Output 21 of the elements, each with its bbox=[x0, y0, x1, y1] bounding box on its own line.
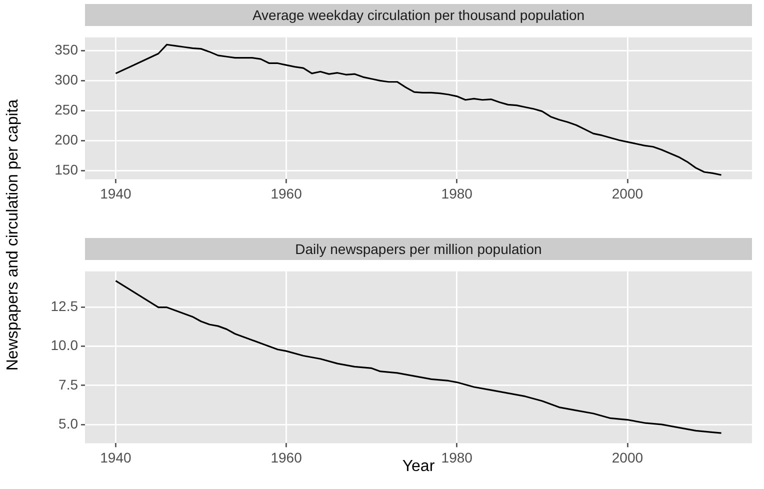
chart-title: Daily newspapers per million population bbox=[85, 238, 752, 260]
y-axis-title: Newspapers and circulation per capita bbox=[5, 99, 23, 371]
x-tick-label: 1960 bbox=[270, 185, 302, 202]
y-tick-label: 7.5 bbox=[58, 376, 78, 392]
y-tick-label: 250 bbox=[54, 102, 78, 118]
x-tick-label: 1960 bbox=[270, 449, 302, 466]
x-tick-label: 1940 bbox=[100, 185, 132, 202]
y-tick-label: 300 bbox=[54, 72, 78, 88]
y-tick-label: 10.0 bbox=[50, 337, 78, 354]
y-tick-label: 5.0 bbox=[58, 415, 78, 432]
x-tick-label: 2000 bbox=[612, 185, 644, 202]
y-tick-label: 350 bbox=[54, 41, 78, 58]
x-tick-label: 1980 bbox=[441, 449, 473, 466]
y-tick-label: 200 bbox=[54, 132, 78, 148]
x-tick-label: 1980 bbox=[441, 185, 473, 202]
x-tick-label: 1940 bbox=[100, 449, 132, 466]
x-tick-label: 2000 bbox=[612, 449, 644, 466]
x-axis-title: Year bbox=[402, 458, 435, 475]
chart-title: Average weekday circulation per thousand population bbox=[85, 4, 752, 26]
y-tick-label: 150 bbox=[54, 162, 78, 178]
y-tick-label: 12.5 bbox=[50, 298, 78, 314]
